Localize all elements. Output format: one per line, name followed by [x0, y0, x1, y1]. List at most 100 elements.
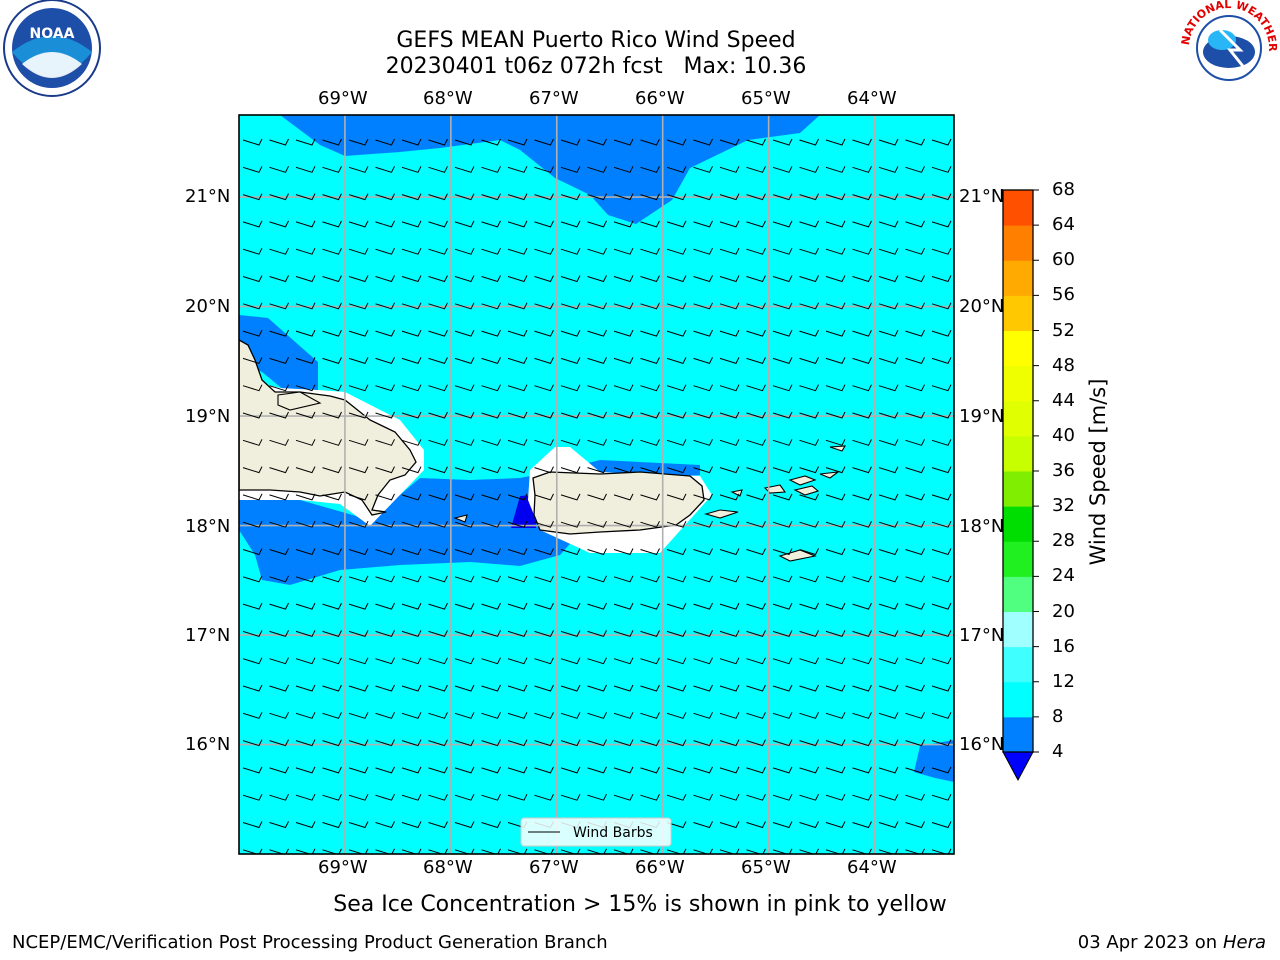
wind-barb — [640, 657, 660, 665]
wind-barb — [242, 657, 263, 665]
wind-barb — [507, 220, 528, 228]
wind-barb — [772, 548, 793, 556]
wind-barb — [905, 793, 925, 801]
wind-barb — [587, 630, 607, 638]
wind-barb — [852, 520, 872, 528]
wind-barb — [322, 166, 342, 173]
wind-barb — [375, 493, 395, 501]
wind-barb — [666, 357, 687, 365]
wind-barb — [348, 848, 369, 854]
wind-barb — [269, 329, 289, 337]
wind-barb — [375, 766, 395, 774]
wind-barb — [507, 766, 528, 774]
wind-barb — [348, 329, 369, 337]
wind-barb — [269, 739, 289, 747]
wind-barb — [269, 712, 289, 719]
wind-barbs-legend: Wind Barbs — [520, 817, 672, 847]
wind-barb — [852, 302, 872, 310]
wind-barb — [799, 247, 819, 255]
wind-barb — [454, 302, 475, 310]
wind-barb — [428, 384, 448, 392]
wind-barb — [666, 684, 687, 692]
wind-barb — [269, 302, 289, 310]
wind-barb — [348, 493, 369, 501]
wind-barb — [719, 548, 740, 556]
wind-barb — [799, 411, 819, 419]
wind-barb — [640, 275, 660, 283]
wind-barb — [507, 439, 528, 446]
wind-barb — [269, 411, 289, 419]
wind-barb — [242, 302, 263, 310]
wind-barb — [666, 739, 687, 747]
wind-barb — [507, 302, 528, 310]
wind-barb — [295, 848, 316, 854]
wind-barb — [348, 684, 369, 692]
wind-barb — [242, 247, 263, 255]
wind-barb — [772, 575, 793, 583]
wind-barb — [640, 384, 660, 392]
wind-barb — [852, 493, 872, 501]
wind-barb — [640, 220, 660, 228]
wind-barb — [693, 602, 713, 610]
wind-barb — [295, 630, 316, 638]
wind-barb — [746, 630, 766, 638]
wind-barb — [481, 575, 501, 583]
wind-barb — [878, 712, 899, 719]
wind-barb — [825, 712, 846, 719]
wind-barb — [905, 657, 925, 665]
wind-barb — [454, 466, 475, 474]
wind-barb — [640, 548, 660, 556]
wind-barb — [428, 793, 448, 801]
wind-barb — [348, 602, 369, 610]
wind-barb — [269, 821, 289, 829]
wind-barb — [693, 821, 713, 829]
wind-barb — [401, 602, 422, 610]
wind-barb — [931, 411, 952, 419]
wind-barb — [481, 466, 501, 474]
wind-barb — [454, 247, 475, 255]
wind-barb — [825, 138, 846, 146]
wind-barb — [428, 630, 448, 638]
wind-barb — [878, 548, 899, 556]
wind-barb — [905, 138, 925, 146]
wind-barb — [269, 520, 289, 528]
wind-barb — [666, 520, 687, 528]
wind-barb — [454, 657, 475, 665]
wind-barb — [454, 520, 475, 528]
wind-barb — [613, 275, 634, 283]
wind-barb — [481, 275, 501, 283]
lat-tick-left: 20°N — [185, 296, 231, 317]
wind-barb — [295, 493, 316, 501]
wind-barb — [719, 357, 740, 365]
wind-barb — [269, 548, 289, 556]
wind-barb — [772, 657, 793, 665]
wind-barb — [799, 575, 819, 583]
wind-barb — [295, 520, 316, 528]
legend-label: Wind Barbs — [573, 825, 653, 841]
wind-barb — [454, 493, 475, 501]
wind-barb — [401, 193, 422, 201]
wind-barb — [931, 712, 952, 719]
wind-barb — [746, 575, 766, 583]
wind-barb — [428, 466, 448, 474]
wind-barb — [852, 466, 872, 474]
wind-barb — [401, 275, 422, 283]
wind-barb — [693, 712, 713, 719]
wind-barb — [905, 684, 925, 692]
wind-barb — [428, 739, 448, 747]
wind-barb — [401, 548, 422, 556]
wind-barb — [640, 193, 660, 201]
wind-barb — [931, 493, 952, 501]
wind-barb — [931, 602, 952, 610]
wind-barb — [772, 821, 793, 829]
wind-barb — [613, 302, 634, 310]
wind-barb — [878, 466, 899, 474]
wind-barb — [269, 793, 289, 801]
wind-barb — [322, 329, 342, 337]
wind-barb — [772, 275, 793, 283]
wind-barb — [905, 712, 925, 719]
wind-barb — [772, 220, 793, 228]
wind-barb — [428, 493, 448, 501]
wind-barb — [772, 520, 793, 528]
wind-barb — [507, 848, 528, 854]
